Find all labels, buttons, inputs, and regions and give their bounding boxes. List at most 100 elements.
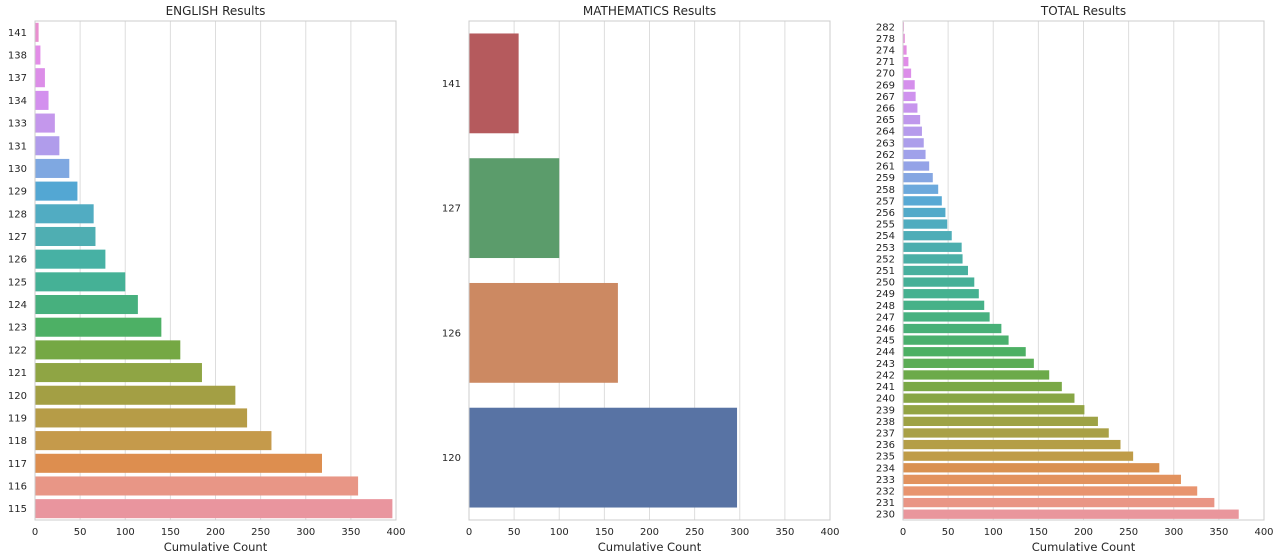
x-tick-label: 350 [341, 527, 360, 538]
bar-253 [903, 242, 962, 252]
bar-247 [903, 312, 990, 322]
bar-134 [35, 90, 49, 110]
y-tick-label: 278 [876, 34, 895, 45]
y-tick-label: 263 [876, 138, 895, 149]
y-tick-label: 125 [8, 277, 27, 288]
bar-141 [469, 33, 519, 134]
x-tick-label: 350 [775, 527, 794, 538]
y-tick-label: 230 [876, 510, 895, 521]
bar-259 [903, 173, 933, 183]
bar-233 [903, 474, 1181, 485]
y-tick-label: 245 [876, 336, 895, 347]
y-tick-label: 249 [876, 289, 895, 300]
y-tick-label: 261 [876, 162, 895, 173]
panel-eng: 141 138 137 134 133 131 130 129 128 127 126 125 124 1… [8, 4, 406, 554]
bar-133 [35, 113, 55, 133]
bar-141 [35, 22, 39, 42]
y-tick-label: 240 [876, 394, 895, 405]
bar-231 [903, 497, 1215, 508]
chart-title: TOTAL Results [1040, 4, 1126, 18]
bar-125 [35, 272, 126, 292]
x-tick-label: 150 [1029, 527, 1048, 538]
y-tick-label: 124 [8, 300, 27, 311]
bar-137 [35, 68, 45, 88]
bar-123 [35, 317, 162, 337]
bar-235 [903, 451, 1134, 461]
x-tick-label: 300 [730, 527, 749, 538]
bar-122 [35, 340, 181, 360]
y-tick-label: 267 [876, 92, 895, 103]
bar-116 [35, 476, 359, 496]
bar-117 [35, 453, 322, 473]
y-tick-label: 243 [876, 359, 895, 370]
y-tick-label: 251 [876, 266, 895, 277]
bar-128 [35, 204, 94, 224]
bar-236 [903, 439, 1121, 450]
bar-263 [903, 138, 924, 148]
bar-238 [903, 416, 1098, 427]
y-tick-label: 250 [876, 278, 895, 289]
bar-230 [903, 509, 1239, 519]
y-tick-label: 271 [876, 57, 895, 68]
bar-269 [903, 80, 915, 90]
x-axis-label: Cumulative Count [164, 540, 268, 554]
y-tick-label: 115 [8, 504, 27, 515]
x-tick-label: 150 [161, 527, 180, 538]
bar-243 [903, 358, 1034, 368]
bar-124 [35, 294, 138, 315]
y-tick-label: 117 [8, 459, 27, 470]
bar-256 [903, 207, 946, 218]
y-tick-label: 141 [442, 79, 461, 90]
y-tick-label: 231 [876, 498, 895, 509]
bar-250 [903, 277, 975, 287]
y-tick-label: 254 [876, 231, 895, 242]
bar-120 [35, 385, 236, 405]
y-tick-label: 241 [876, 382, 895, 393]
y-tick-label: 246 [876, 324, 895, 335]
bar-255 [903, 219, 948, 229]
bar-126 [469, 282, 618, 383]
y-tick-label: 264 [876, 127, 895, 138]
x-tick-label: 350 [1209, 527, 1228, 538]
bar-267 [903, 91, 916, 102]
x-tick-label: 300 [296, 527, 315, 538]
y-tick-label: 247 [876, 312, 895, 323]
bar-262 [903, 149, 926, 160]
y-tick-label: 252 [876, 254, 895, 265]
x-tick-label: 100 [984, 527, 1003, 538]
y-tick-label: 238 [876, 417, 895, 428]
bar-118 [35, 431, 272, 451]
bar-258 [903, 184, 939, 194]
y-tick-label: 282 [876, 22, 895, 33]
bar-138 [35, 45, 41, 65]
y-tick-label: 236 [876, 440, 895, 451]
x-tick-label: 250 [251, 527, 270, 538]
y-tick-label: 265 [876, 115, 895, 126]
y-tick-label: 258 [876, 185, 895, 196]
y-tick-label: 121 [8, 368, 27, 379]
panel-math: 141 127 126 120 0 50 100 150 200 250 300 350 400 MATH… [442, 4, 840, 554]
y-tick-label: 270 [876, 69, 895, 80]
bar-248 [903, 300, 985, 310]
x-tick-label: 100 [116, 527, 135, 538]
y-tick-label: 239 [876, 405, 895, 416]
bar-126 [35, 249, 106, 269]
y-tick-label: 269 [876, 80, 895, 91]
bar-121 [35, 363, 202, 383]
bar-239 [903, 405, 1085, 415]
bar-130 [35, 158, 70, 178]
y-tick-label: 242 [876, 370, 895, 381]
plot-frame [902, 20, 1265, 521]
y-tick-label: 126 [442, 328, 461, 339]
bar-242 [903, 370, 1050, 380]
bar-278 [903, 33, 905, 44]
y-tick-label: 262 [876, 150, 895, 161]
bar-271 [903, 56, 909, 67]
bar-245 [903, 335, 1009, 345]
y-tick-label: 130 [8, 164, 27, 175]
y-tick-label: 266 [876, 104, 895, 115]
y-tick-label: 126 [8, 255, 27, 266]
y-tick-label: 232 [876, 486, 895, 497]
y-tick-label: 118 [8, 436, 27, 447]
